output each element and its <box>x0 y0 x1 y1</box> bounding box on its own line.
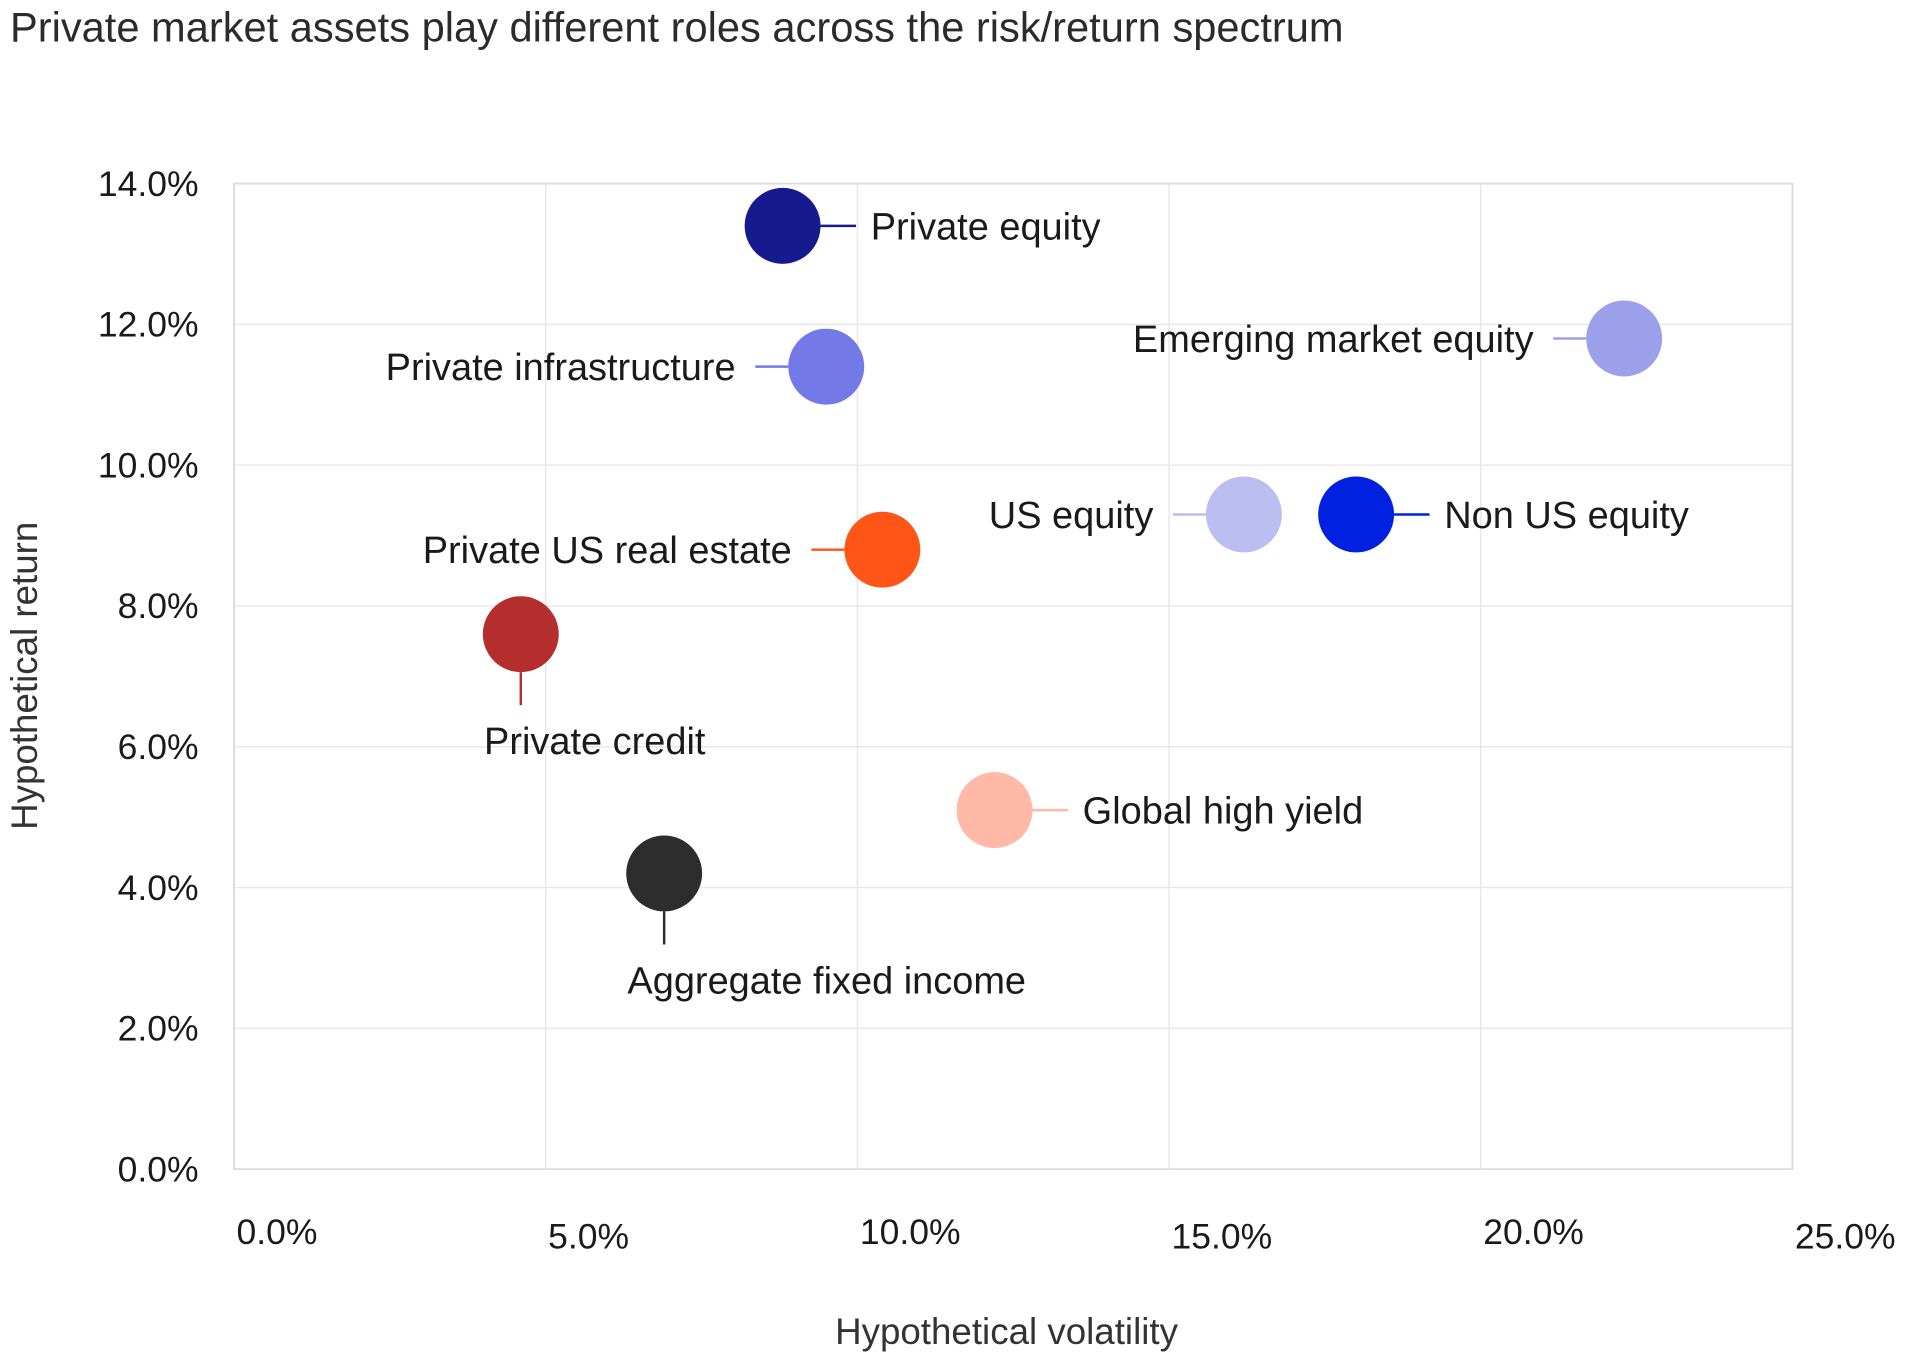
data-point <box>788 328 865 405</box>
x-tick-label: 15.0% <box>1172 1217 1273 1257</box>
grid <box>233 182 1794 1170</box>
point-label: Private infrastructure <box>386 347 736 389</box>
data-point-group: Global high yield <box>956 772 1363 849</box>
point-label: Emerging market equity <box>1133 319 1534 361</box>
y-axis-ticks: 0.0% 2.0% 4.0% 6.0% 8.0% 10.0% 12.0% 14.0% <box>98 164 199 1189</box>
y-tick-label: 8.0% <box>118 586 199 626</box>
x-axis-ticks: 0.0% 5.0% 10.0% 15.0% 20.0% 25.0% <box>236 1212 1895 1257</box>
data-point <box>956 772 1033 849</box>
data-point <box>1205 476 1282 553</box>
y-tick-label: 6.0% <box>118 727 199 767</box>
point-label: Non US equity <box>1444 495 1689 537</box>
data-point <box>1318 476 1395 553</box>
y-tick-label: 2.0% <box>118 1009 199 1049</box>
data-point-group: US equity <box>989 476 1282 553</box>
data-point <box>744 187 821 264</box>
data-point-group: Aggregate fixed income <box>626 835 1026 1002</box>
data-point-group: Private infrastructure <box>386 328 865 405</box>
y-tick-label: 14.0% <box>98 164 199 204</box>
point-label: Private US real estate <box>423 530 792 572</box>
data-point <box>1586 300 1663 377</box>
x-tick-label: 20.0% <box>1483 1212 1584 1252</box>
y-tick-label: 12.0% <box>98 305 199 345</box>
plot-frame <box>233 182 1794 1171</box>
point-label: Aggregate fixed income <box>627 960 1026 1002</box>
data-point-group: Non US equity <box>1318 476 1689 553</box>
x-tick-label: 25.0% <box>1795 1217 1896 1257</box>
y-tick-label: 10.0% <box>98 445 199 485</box>
chart-title: Private market assets play different rol… <box>10 4 1344 51</box>
data-point <box>482 596 559 673</box>
y-tick-label: 0.0% <box>118 1149 199 1189</box>
data-point <box>626 835 703 912</box>
y-tick-label: 4.0% <box>118 868 199 908</box>
point-label: Global high yield <box>1083 791 1363 833</box>
x-tick-label: 10.0% <box>860 1212 961 1252</box>
data-point-group: Private credit <box>482 596 706 763</box>
point-label: Private equity <box>871 206 1101 248</box>
data-point-group: Private US real estate <box>423 511 921 588</box>
x-tick-label: 0.0% <box>236 1212 317 1252</box>
x-axis-label: Hypothetical volatility <box>835 1311 1178 1352</box>
point-label: Private credit <box>484 721 706 763</box>
data-point <box>844 511 921 588</box>
data-point-group: Emerging market equity <box>1133 300 1663 377</box>
data-point-group: Private equity <box>744 187 1101 264</box>
point-label: US equity <box>989 495 1154 537</box>
data-points: Private equity Private infrastructure Emer… <box>386 187 1689 1002</box>
y-axis-label: Hypothetical return <box>4 522 45 830</box>
x-tick-label: 5.0% <box>548 1217 629 1257</box>
